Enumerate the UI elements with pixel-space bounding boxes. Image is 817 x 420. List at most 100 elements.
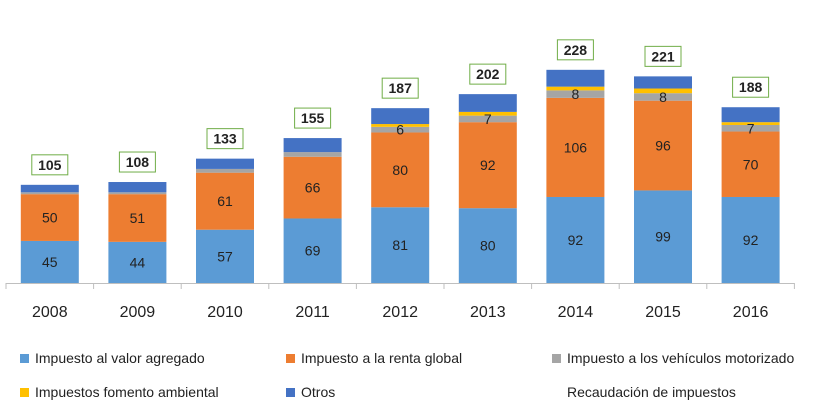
legend-item-vehiculos: Impuesto a los vehículos motorizado [552,350,794,366]
total-label-box [381,77,419,99]
bar-segment [108,194,167,242]
total-label: 221 [651,48,675,64]
bar-segment [371,108,430,125]
legend-item-iva: Impuesto al valor agregado [20,350,205,366]
total-label: 187 [389,80,413,96]
total-label: 133 [213,131,237,147]
bar-segment [458,115,517,123]
segment-label: 61 [217,193,233,209]
bar-segment [196,168,254,173]
segment-label: 92 [480,157,496,173]
total-label: 188 [739,79,763,95]
bar-segment [458,208,517,283]
total-label: 108 [126,154,150,170]
segment-label: 69 [305,243,321,259]
legend-swatch-otros [286,387,295,397]
bar-segment [196,172,254,230]
segment-label: 106 [564,139,588,155]
legend-swatch-iva [20,353,29,363]
bar-segment [108,241,167,283]
segment-label: 7 [747,120,755,136]
segment-label: 80 [392,162,408,178]
total-label-box [118,151,156,173]
x-tick-label: 2009 [120,304,156,321]
segment-label: 96 [655,138,671,154]
x-axis-labels: 2008 2009 2010 2011 2012 2013 2014 2015 2016 [32,304,768,321]
legend-swatch-vehiculos [552,353,561,363]
x-tick-label: 2014 [558,304,594,321]
legend: Impuesto al valor agregado Impuesto a la… [0,338,817,418]
legend-label-recaudacion: Recaudación de impuestos [567,384,736,400]
bar-segment [20,240,79,283]
total-label-box [732,76,770,98]
bar-segment [721,122,780,125]
bar-segment [546,90,605,98]
segment-label: 8 [659,89,667,105]
bar-segment [20,192,79,195]
x-tick-label: 2008 [32,304,68,321]
segment-label: 70 [743,156,759,172]
x-tick-label: 2015 [645,304,681,321]
total-label: 202 [476,66,500,82]
bar-segment [108,182,167,193]
bar-segment [546,196,605,283]
bar-segment [721,124,780,132]
x-axis-ticks [5,283,795,289]
legend-item-ambiental: Impuestos fomento ambiental [20,384,219,400]
legend-label-iva: Impuesto al valor agregado [35,350,205,366]
bar-segment [458,111,517,116]
segment-label: 92 [568,232,584,248]
segment-label: 51 [130,210,146,226]
legend-label-vehiculos: Impuesto a los vehículos motorizado [567,350,795,366]
bar-segment [371,126,430,133]
bar-segment [721,196,780,283]
segment-label: 50 [42,210,58,226]
legend-item-renta: Impuesto a la renta global [286,350,462,366]
segment-label: 45 [42,254,58,270]
bar-segment [20,184,79,193]
total-label-box [294,107,332,129]
total-label-box [644,45,682,67]
bar-segment [108,192,167,195]
total-label-box [556,39,594,61]
bar-segment [721,107,780,123]
bar-segment [283,138,342,153]
x-tick-label: 2010 [207,304,243,321]
bar-segment [546,97,605,197]
legend-swatch-ambiental [20,387,29,397]
segment-label: 8 [572,86,580,102]
segment-label: 57 [217,248,233,264]
bar-segment [634,93,692,101]
bar-segment [196,158,254,169]
segment-label: 66 [305,180,321,196]
total-labels: 105 108 133 155 187 202 228 221 188 [31,39,770,176]
bar-segment [371,132,430,208]
segment-label: 81 [392,237,408,253]
segment-label: 7 [484,111,492,127]
x-tick-label: 2011 [295,304,330,321]
segment-label: 92 [743,232,759,248]
bar-segment [458,122,517,209]
bar-segment [634,190,692,283]
x-tick-label: 2012 [382,304,418,321]
segment-label: 6 [396,122,404,138]
bar-segment [634,88,692,94]
legend-label-otros: Otros [301,384,336,400]
total-label-box [469,63,507,85]
bar-segment [634,100,692,191]
legend-label-renta: Impuesto a la renta global [301,350,463,366]
x-tick-label: 2013 [470,304,506,321]
bar-segment [20,194,79,241]
segment-labels: 45 50 44 51 57 61 69 66 81 80 6 80 92 7 92 106 8 99 96 8 92 7… [42,86,759,270]
segment-label: 80 [480,238,496,254]
total-label: 105 [38,157,62,173]
bar-segment [283,218,342,283]
total-label: 155 [301,110,325,126]
bar-segment [458,94,517,112]
legend-item-recaudacion: Recaudación de impuestos [567,384,736,400]
legend-swatch-renta [286,353,295,363]
legend-item-otros: Otros [286,384,335,400]
bar-segment [283,156,342,219]
x-tick-label: 2016 [733,304,769,321]
bar-segment [721,131,780,197]
